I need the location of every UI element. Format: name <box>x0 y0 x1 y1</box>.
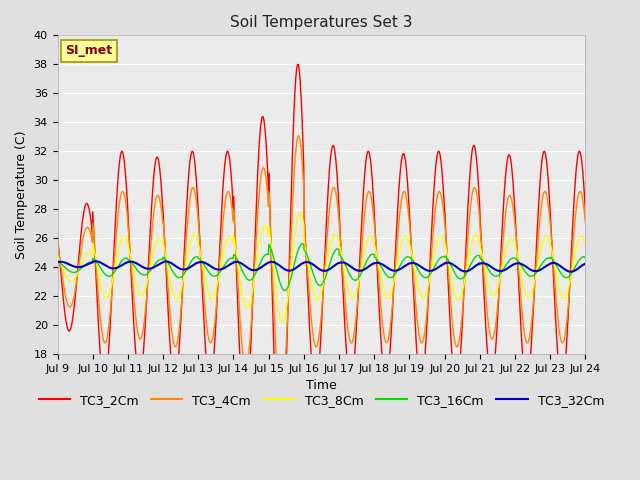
Line: TC3_8Cm: TC3_8Cm <box>58 213 586 322</box>
TC3_16Cm <box>54 259 61 265</box>
TC3_32Cm <box>269 259 277 265</box>
TC3_4Cm <box>277 396 285 402</box>
TC3_16Cm <box>272 263 280 268</box>
TC3_16Cm <box>415 267 422 273</box>
TC3_2Cm <box>582 208 589 214</box>
TC3_32Cm <box>567 269 575 275</box>
TC3_8Cm <box>582 241 589 247</box>
Line: TC3_32Cm: TC3_32Cm <box>58 261 586 272</box>
TC3_4Cm <box>415 327 422 333</box>
TC3_4Cm <box>166 312 174 318</box>
TC3_4Cm <box>84 225 92 230</box>
TC3_8Cm <box>251 271 259 276</box>
Y-axis label: Soil Temperature (C): Soil Temperature (C) <box>15 131 28 259</box>
TC3_2Cm <box>166 345 174 350</box>
TC3_2Cm <box>84 202 92 207</box>
TC3_2Cm <box>272 398 280 404</box>
TC3_16Cm <box>582 255 589 261</box>
TC3_2Cm <box>276 467 284 473</box>
TC3_32Cm <box>272 260 280 266</box>
TC3_16Cm <box>281 288 289 294</box>
TC3_16Cm <box>84 260 92 266</box>
TC3_16Cm <box>166 264 174 270</box>
TC3_8Cm <box>272 284 280 290</box>
TC3_2Cm <box>54 234 61 240</box>
TC3_8Cm <box>166 277 174 283</box>
Legend: TC3_2Cm, TC3_4Cm, TC3_8Cm, TC3_16Cm, TC3_32Cm: TC3_2Cm, TC3_4Cm, TC3_8Cm, TC3_16Cm, TC3… <box>34 389 609 412</box>
Text: SI_met: SI_met <box>65 45 113 58</box>
TC3_32Cm <box>252 267 259 273</box>
TC3_2Cm <box>294 61 301 67</box>
TC3_16Cm <box>251 272 259 277</box>
TC3_8Cm <box>54 253 61 259</box>
TC3_2Cm <box>269 315 276 321</box>
TC3_32Cm <box>166 260 174 265</box>
Title: Soil Temperatures Set 3: Soil Temperatures Set 3 <box>230 15 413 30</box>
TC3_4Cm <box>269 282 276 288</box>
TC3_32Cm <box>92 258 99 264</box>
TC3_8Cm <box>84 250 92 256</box>
Line: TC3_4Cm: TC3_4Cm <box>58 136 586 399</box>
TC3_32Cm <box>84 262 92 267</box>
TC3_8Cm <box>296 210 304 216</box>
TC3_16Cm <box>298 241 306 247</box>
TC3_32Cm <box>414 262 422 268</box>
TC3_4Cm <box>251 257 259 263</box>
TC3_2Cm <box>251 235 259 240</box>
X-axis label: Time: Time <box>306 379 337 393</box>
TC3_32Cm <box>582 261 589 267</box>
TC3_8Cm <box>278 319 286 324</box>
TC3_2Cm <box>415 368 422 373</box>
TC3_4Cm <box>272 339 280 345</box>
TC3_8Cm <box>415 286 422 291</box>
Line: TC3_16Cm: TC3_16Cm <box>58 244 586 291</box>
Line: TC3_2Cm: TC3_2Cm <box>58 64 586 470</box>
TC3_4Cm <box>54 241 61 247</box>
TC3_4Cm <box>294 133 302 139</box>
TC3_16Cm <box>269 252 276 258</box>
TC3_32Cm <box>54 259 61 265</box>
TC3_4Cm <box>582 220 589 226</box>
TC3_8Cm <box>269 259 276 265</box>
